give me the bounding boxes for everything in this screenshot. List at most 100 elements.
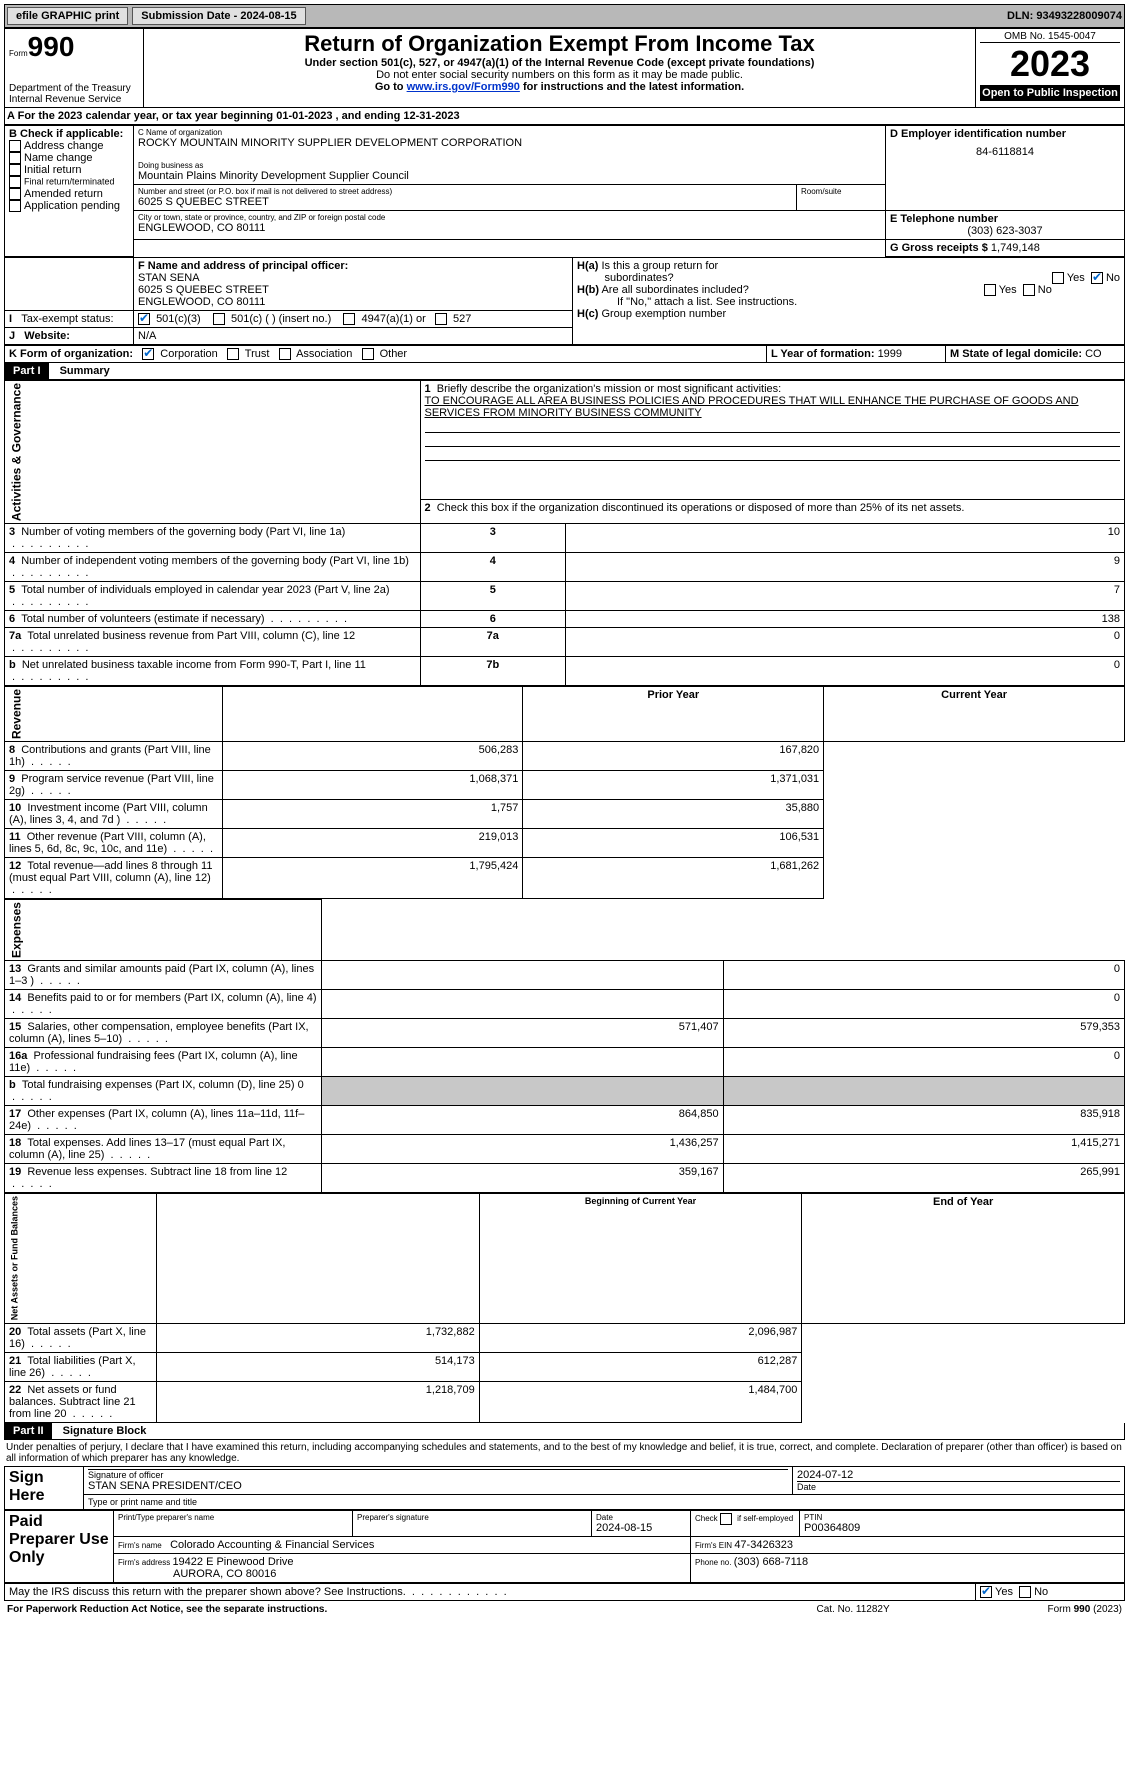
hb-no[interactable] (1023, 284, 1035, 296)
line-m-label: M State of legal domicile: (950, 348, 1085, 360)
check-other[interactable] (362, 348, 374, 360)
check-501c3[interactable] (138, 313, 150, 325)
box-4: 4 (420, 553, 566, 582)
part-i-bar: Part I (5, 363, 49, 379)
state-domicile: CO (1085, 348, 1102, 360)
val-3: 10 (566, 524, 1125, 553)
firm-addr-label: Firm's address (118, 1558, 172, 1567)
check-501c[interactable] (213, 313, 225, 325)
line-a-text: For the 2023 calendar year, or tax year … (18, 110, 277, 122)
prior-19: 359,167 (322, 1164, 723, 1193)
ha-yes[interactable] (1052, 272, 1064, 284)
curr-8: 167,820 (523, 742, 824, 771)
line-e-label: E Telephone number (890, 213, 1120, 225)
val-5: 7 (566, 582, 1125, 611)
officer-addr1: 6025 S QUEBEC STREET (138, 284, 568, 296)
check-corporation[interactable] (142, 348, 154, 360)
open-to-public: Open to Public Inspection (980, 85, 1120, 101)
begin-year-header: Beginning of Current Year (479, 1194, 802, 1323)
check-application-pending[interactable]: Application pending (9, 200, 129, 212)
val-7a: 0 (566, 628, 1125, 657)
perjury-declaration: Under penalties of perjury, I declare th… (4, 1440, 1125, 1466)
efile-print-button[interactable]: efile GRAPHIC print (7, 7, 128, 25)
prior-14 (322, 990, 723, 1019)
curr-16a: 0 (723, 1048, 1124, 1077)
box-3: 3 (420, 524, 566, 553)
hb-no-label: No (1038, 284, 1052, 296)
curr-14: 0 (723, 990, 1124, 1019)
officer-addr2: ENGLEWOOD, CO 80111 (138, 296, 568, 308)
prior-17: 864,850 (322, 1106, 723, 1135)
street-value: 6025 S QUEBEC STREET (138, 196, 792, 208)
check-name-change[interactable]: Name change (9, 152, 129, 164)
opt-initial-return: Initial return (24, 164, 81, 176)
prior-18: 1,436,257 (322, 1135, 723, 1164)
line-1-label: Briefly describe the organization's miss… (437, 383, 781, 395)
check-amended-return[interactable]: Amended return (9, 188, 129, 200)
current-year-header: Current Year (824, 687, 1125, 742)
line-c-name-label: C Name of organization (138, 128, 881, 137)
city-label: City or town, state or province, country… (138, 213, 881, 222)
prior-21: 514,173 (157, 1352, 480, 1381)
curr-19: 265,991 (723, 1164, 1124, 1193)
box-6: 6 (420, 611, 566, 628)
prior-8: 506,283 (222, 742, 523, 771)
preparer-date: 2024-08-15 (596, 1522, 686, 1534)
self-employed-check[interactable]: Check if self-employed (695, 1513, 795, 1525)
line-l-label: L Year of formation: (771, 348, 878, 360)
line-2-text: Check this box if the organization disco… (437, 502, 965, 514)
val-7b: 0 (566, 657, 1125, 686)
prior-11: 219,013 (222, 829, 523, 858)
prior-22: 1,218,709 (157, 1381, 480, 1422)
dln-field: DLN: 93493228009074 (1007, 10, 1122, 22)
line-d-label: D Employer identification number (890, 128, 1120, 140)
line-b-label: B Check if applicable: (9, 128, 129, 140)
check-final-return[interactable]: Final return/terminated (9, 176, 129, 188)
submission-date: 2024-08-15 (240, 10, 296, 22)
preparer-date-label: Date (596, 1513, 686, 1522)
dba-label: Doing business as (138, 161, 881, 170)
discuss-yes[interactable] (980, 1586, 992, 1598)
opt-corporation: Corporation (160, 348, 217, 360)
activities-governance-label: Activities & Governance (5, 381, 421, 524)
footer-mid: Cat. No. 11282Y (765, 1603, 942, 1616)
ha-no-label: No (1106, 272, 1120, 284)
box-7a: 7a (420, 628, 566, 657)
goto-prefix: Go to (375, 81, 407, 93)
opt-amended-return: Amended return (24, 188, 103, 200)
box-7b: 7b (420, 657, 566, 686)
prior-16a (322, 1048, 723, 1077)
omb-number: OMB No. 1545-0047 (980, 31, 1120, 43)
check-trust[interactable] (227, 348, 239, 360)
ha-no[interactable] (1091, 272, 1103, 284)
discuss-yes-label: Yes (995, 1586, 1013, 1598)
ha-yes-label: Yes (1067, 272, 1085, 284)
check-initial-return[interactable]: Initial return (9, 164, 129, 176)
line-j-label: Website: (24, 330, 70, 342)
prior-13 (322, 961, 723, 990)
paid-preparer-label: Paid Preparer Use Only (5, 1510, 114, 1582)
dln-label: DLN: (1007, 10, 1036, 22)
ptin-label: PTIN (804, 1513, 1120, 1522)
check-4947[interactable] (343, 313, 355, 325)
check-association[interactable] (279, 348, 291, 360)
prior-15: 571,407 (322, 1019, 723, 1048)
line-a: A For the 2023 calendar year, or tax yea… (4, 108, 1125, 125)
form-title: Return of Organization Exempt From Incom… (148, 31, 971, 57)
val-4: 9 (566, 553, 1125, 582)
officer-name: STAN SENA (138, 272, 568, 284)
sig-date-label: Date (797, 1481, 1120, 1492)
line-h-b: H(b) Are all subordinates included? Yes … (577, 284, 1120, 296)
hb-yes[interactable] (984, 284, 996, 296)
check-address-change[interactable]: Address change (9, 140, 129, 152)
irs-link[interactable]: www.irs.gov/Form990 (407, 81, 520, 93)
opt-501c: 501(c) ( ) (insert no.) (231, 313, 331, 325)
mission-text: TO ENCOURAGE ALL AREA BUSINESS POLICIES … (425, 395, 1079, 419)
box-5: 5 (420, 582, 566, 611)
curr-21: 612,287 (479, 1352, 802, 1381)
opt-name-change: Name change (24, 152, 93, 164)
discuss-no[interactable] (1019, 1586, 1031, 1598)
part-ii-bar: Part II (5, 1423, 52, 1439)
line-k-label: K Form of organization: (9, 348, 133, 360)
check-527[interactable] (435, 313, 447, 325)
